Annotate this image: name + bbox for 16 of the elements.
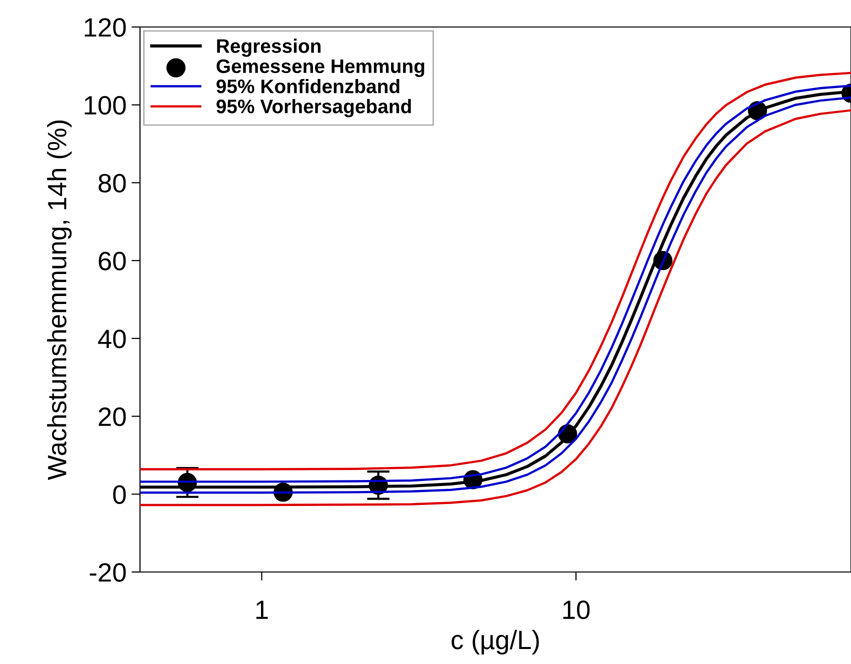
y-tick-label: 80 <box>98 174 126 193</box>
y-tick-label: 20 <box>98 407 126 426</box>
y-axis-title: Wachstumshemmung, 14h (%) <box>47 120 72 480</box>
x-axis-title: c (µg/L) <box>452 630 539 655</box>
y-tick-label: 40 <box>98 330 126 348</box>
legend-label: 95% Vorhersageband <box>216 99 411 118</box>
legend-label: Gemessene Hemmung <box>216 59 424 78</box>
y-tick-label: 100 <box>84 96 126 115</box>
y-tick-label: 60 <box>98 252 126 270</box>
x-tick-label: 1 <box>256 600 268 619</box>
legend-label: 95% Konfidenzband <box>216 78 400 94</box>
y-tick-label: -20 <box>90 563 126 582</box>
legend-label: Regression <box>217 38 321 57</box>
y-tick-label: 120 <box>84 18 126 37</box>
y-tick-label: 0 <box>113 485 126 504</box>
x-tick-label: 10 <box>563 600 590 620</box>
